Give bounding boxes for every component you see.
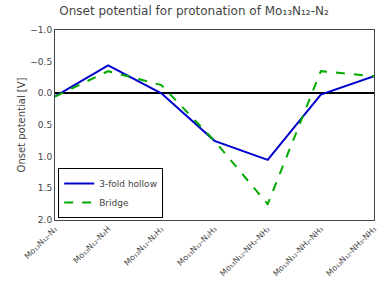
- svg-text:−0.5: −0.5: [30, 57, 52, 67]
- svg-text:Mo₁₃N₁₂-N₂H₂: Mo₁₃N₁₂-N₂H₂: [122, 224, 165, 267]
- svg-text:Mo₁₃N₁₂-NH₃-NH₃: Mo₁₃N₁₂-NH₃-NH₃: [325, 224, 379, 278]
- svg-text:Mo₁₃N₁₂-N₂H₃: Mo₁₃N₁₂-N₂H₃: [176, 224, 219, 267]
- svg-text:2.0: 2.0: [38, 215, 53, 225]
- svg-text:Onset potential [V]: Onset potential [V]: [16, 77, 27, 172]
- svg-text:Onset potential for protonatio: Onset potential for protonation of Mo₁₃N…: [59, 4, 329, 18]
- svg-text:Mo₁₃N₁₂-N₂: Mo₁₃N₁₂-N₂: [23, 224, 60, 261]
- svg-text:Mo₁₃N₁₂-NH₂-NH₃: Mo₁₃N₁₂-NH₂-NH₃: [271, 224, 325, 278]
- svg-text:0.5: 0.5: [38, 120, 52, 130]
- svg-text:Mo₁₃N₁₂-N₂H: Mo₁₃N₁₂-N₂H: [72, 224, 113, 265]
- svg-text:Mo₁₃N₁₂-NH₂-NH₂: Mo₁₃N₁₂-NH₂-NH₂: [218, 224, 272, 278]
- svg-text:3-fold hollow: 3-fold hollow: [99, 179, 157, 189]
- svg-text:−1.0: −1.0: [30, 25, 52, 35]
- svg-text:0.0: 0.0: [38, 88, 53, 98]
- svg-text:Bridge: Bridge: [99, 198, 129, 208]
- svg-text:1.5: 1.5: [38, 183, 52, 193]
- svg-text:1.0: 1.0: [38, 152, 53, 162]
